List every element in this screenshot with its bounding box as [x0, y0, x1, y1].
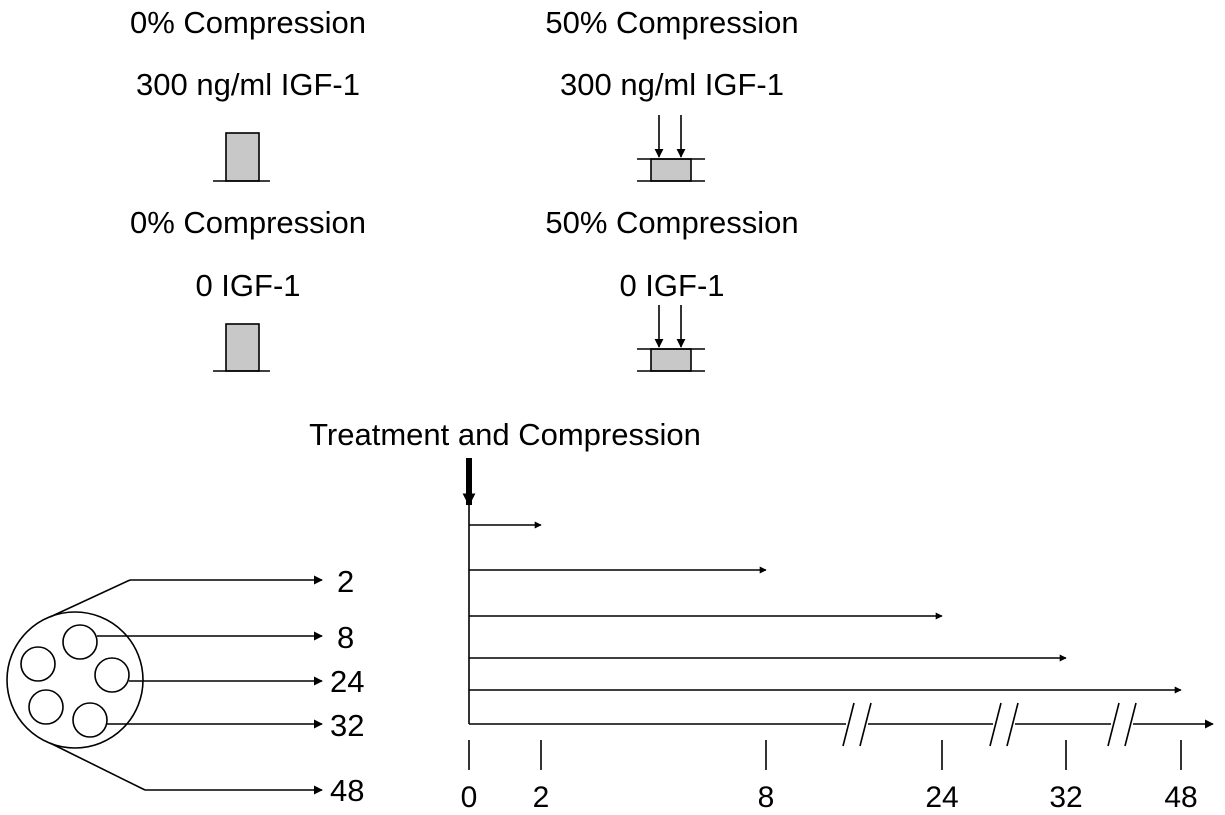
uncompressed-sample-icon — [213, 132, 270, 182]
explant-icon — [94, 657, 130, 693]
uncompressed-sample-icon — [213, 323, 270, 372]
compressed-sample-icon — [637, 305, 705, 372]
condition-4-treatment-label: 0 IGF-1 — [619, 268, 724, 303]
axis-tick-label: 24 — [925, 781, 958, 814]
condition-2-compression-label: 50% Compression — [545, 5, 798, 40]
culture-dish: 2 8 24 32 48 — [6, 564, 364, 808]
condition-1-treatment-label: 300 ng/ml IGF-1 — [136, 67, 360, 102]
explant-icon — [62, 624, 98, 660]
timeline-title: Treatment and Compression — [309, 417, 701, 452]
sample-timepoint-label: 32 — [330, 708, 364, 743]
axis-tick-label: 0 — [461, 781, 478, 814]
condition-1-compression-label: 0% Compression — [130, 5, 366, 40]
explant-icon — [72, 702, 108, 738]
axis-tick-label: 2 — [533, 781, 550, 814]
condition-4-compression-label: 50% Compression — [545, 205, 798, 240]
explant-icon — [28, 689, 64, 725]
sample-timepoint-label: 2 — [337, 564, 354, 599]
axis-tick-label: 48 — [1164, 781, 1197, 814]
axis-break-icon — [989, 702, 1019, 747]
axis-break-icon — [1107, 702, 1137, 747]
sample-timepoint-label: 24 — [330, 664, 364, 699]
condition-2: 50% Compression 300 ng/ml IGF-1 — [545, 5, 799, 182]
sample-timepoint-label: 48 — [330, 773, 364, 808]
sample-timepoint-label: 8 — [337, 620, 354, 655]
condition-3-compression-label: 0% Compression — [130, 205, 366, 240]
condition-1: 0% Compression 300 ng/ml IGF-1 — [130, 5, 366, 182]
dish-icon — [6, 611, 144, 749]
axis-break-icon — [842, 702, 872, 747]
explant-icon — [20, 646, 56, 682]
axis-tick-label: 32 — [1049, 781, 1082, 814]
timeline: Treatment and Compression — [309, 417, 1214, 814]
time-axis — [469, 702, 1214, 747]
axis-tick-label: 8 — [758, 781, 775, 814]
condition-3: 0% Compression 0 IGF-1 — [130, 205, 366, 372]
condition-3-treatment-label: 0 IGF-1 — [195, 268, 300, 303]
condition-4: 50% Compression 0 IGF-1 — [545, 205, 799, 372]
condition-2-treatment-label: 300 ng/ml IGF-1 — [560, 67, 784, 102]
compressed-sample-icon — [637, 115, 705, 182]
